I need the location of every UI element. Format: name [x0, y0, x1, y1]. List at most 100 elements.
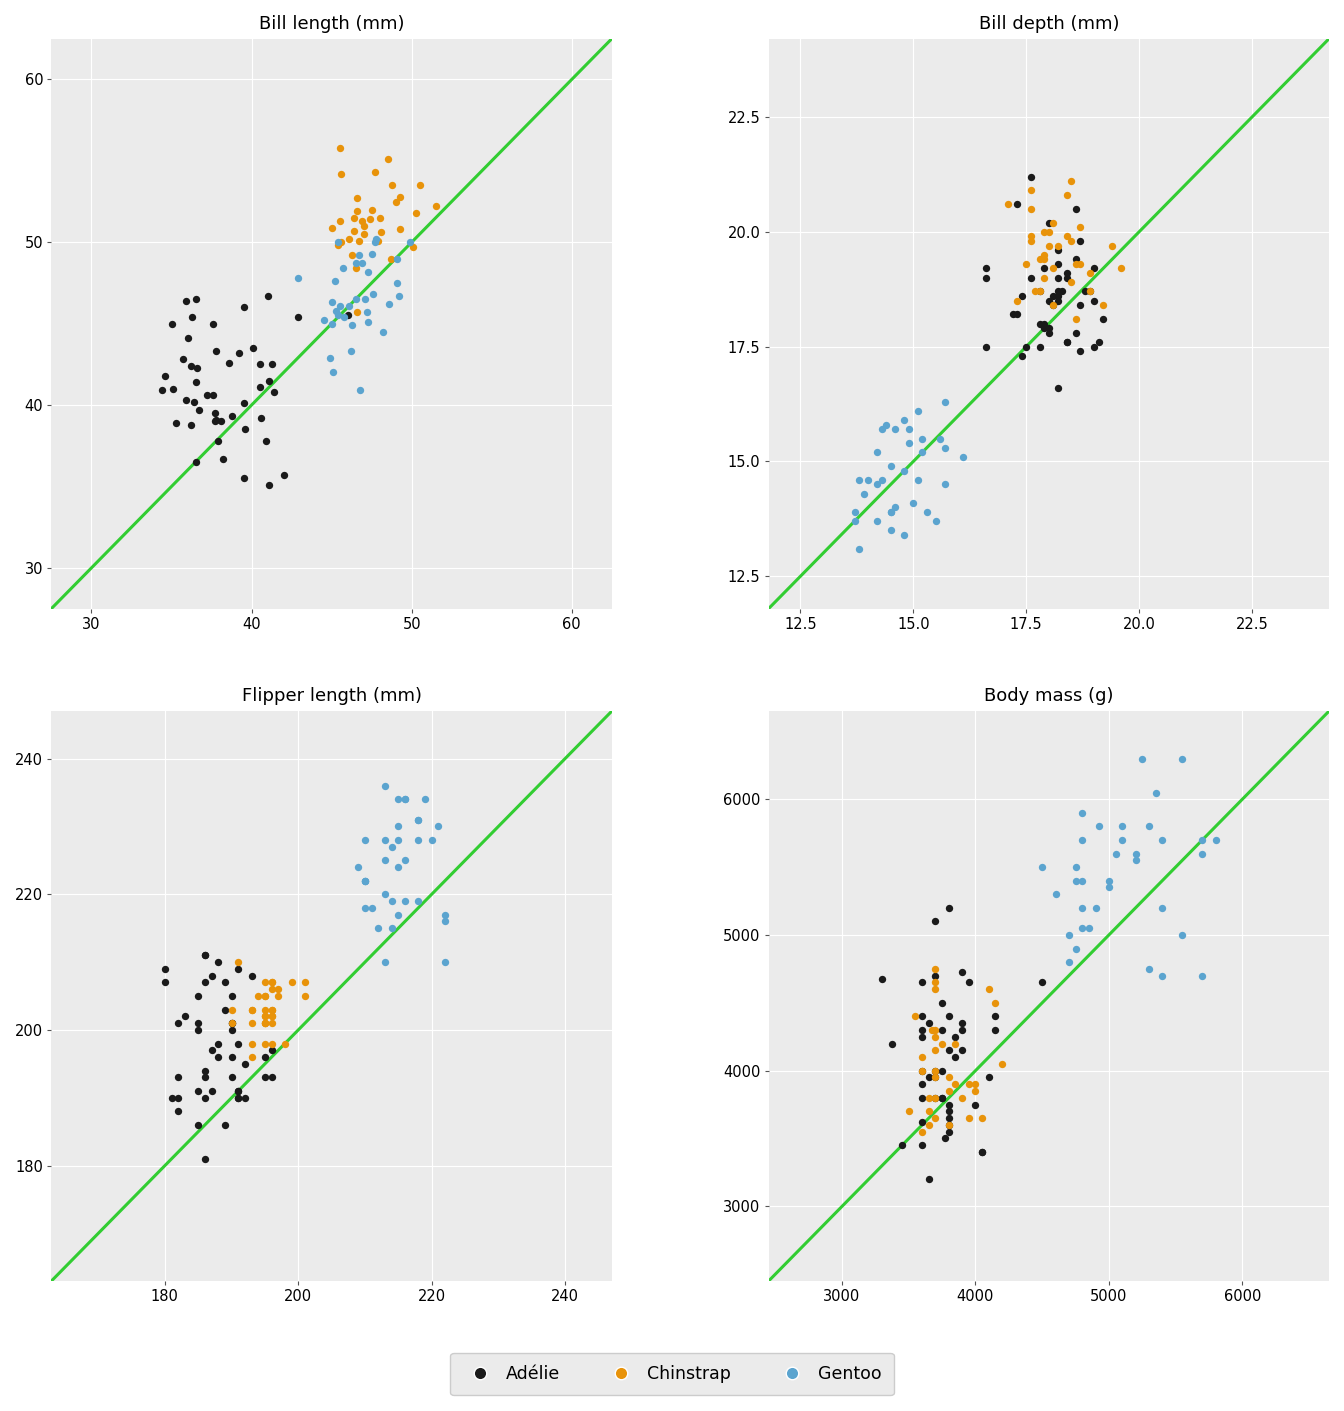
Point [871, 468, 892, 491]
Point [227, 1079, 249, 1102]
Point [394, 849, 415, 872]
Point [1030, 281, 1051, 303]
Point [972, 1106, 993, 1129]
Point [414, 787, 435, 810]
Point [974, 267, 996, 289]
Point [1047, 281, 1068, 303]
Point [368, 206, 390, 229]
Point [974, 336, 996, 358]
Point [421, 828, 442, 851]
Point [1101, 234, 1122, 257]
Point [175, 1005, 196, 1027]
Point [925, 971, 946, 993]
Point [1011, 344, 1032, 367]
Point [434, 910, 456, 933]
Point [220, 999, 242, 1022]
Point [387, 903, 409, 926]
Point [1020, 224, 1042, 247]
Point [355, 288, 376, 310]
Point [184, 371, 206, 394]
Point [978, 1067, 1000, 1089]
Point [1038, 234, 1059, 257]
Point [241, 964, 262, 986]
Point [294, 985, 316, 1007]
Point [1007, 289, 1028, 312]
Point [925, 1060, 946, 1082]
Point [875, 413, 896, 436]
Point [172, 349, 194, 371]
Point [194, 944, 215, 967]
Point [364, 231, 386, 254]
Point [407, 809, 429, 831]
Point [324, 270, 345, 292]
Point [219, 351, 241, 374]
Point [194, 1060, 215, 1082]
Point [894, 460, 915, 483]
Point [214, 999, 235, 1022]
Point [1043, 285, 1064, 308]
Point [261, 1012, 282, 1034]
Point [911, 1110, 933, 1133]
Point [1138, 816, 1160, 838]
Point [382, 174, 403, 196]
Point [1064, 869, 1086, 892]
Point [351, 253, 372, 275]
Point [254, 1005, 276, 1027]
Point [1034, 312, 1055, 334]
Point [934, 473, 956, 495]
Point [903, 491, 925, 514]
Point [254, 999, 276, 1022]
Point [394, 890, 415, 913]
Point [241, 1033, 262, 1055]
Point [379, 293, 401, 316]
Point [1152, 828, 1173, 851]
Point [362, 199, 383, 222]
Point [261, 971, 282, 993]
Point [911, 1060, 933, 1082]
Point [254, 971, 276, 993]
Point [952, 1038, 973, 1061]
Point [1034, 220, 1055, 243]
Point [972, 1140, 993, 1163]
Point [261, 1005, 282, 1027]
Point [938, 1094, 960, 1116]
Point [938, 1120, 960, 1143]
Point [1145, 782, 1167, 804]
Point [371, 222, 392, 244]
Point [958, 1106, 980, 1129]
Point [343, 220, 364, 243]
Point [233, 467, 254, 490]
Point [380, 917, 402, 940]
Point [965, 1079, 986, 1102]
Point [925, 978, 946, 1000]
Point [168, 1101, 190, 1123]
Point [261, 999, 282, 1022]
Point [200, 1038, 222, 1061]
Point [175, 289, 196, 312]
Point [341, 315, 363, 337]
Point [1007, 193, 1028, 216]
Point [1070, 253, 1091, 275]
Point [907, 468, 929, 491]
Point [911, 1019, 933, 1041]
Point [1051, 281, 1073, 303]
Point [938, 1067, 960, 1089]
Point [203, 384, 224, 406]
Point [1060, 169, 1082, 192]
Point [997, 193, 1019, 216]
Point [1016, 336, 1038, 358]
Point [918, 1067, 939, 1089]
Point [1064, 937, 1086, 959]
Point [894, 409, 915, 432]
Point [331, 231, 352, 254]
Point [341, 244, 363, 267]
Point [1079, 281, 1101, 303]
Point [340, 340, 362, 363]
Point [1047, 238, 1068, 261]
Point [905, 1005, 926, 1027]
Point [241, 999, 262, 1022]
Point [320, 347, 341, 370]
Point [925, 1026, 946, 1048]
Point [1034, 244, 1055, 267]
Point [211, 411, 233, 433]
